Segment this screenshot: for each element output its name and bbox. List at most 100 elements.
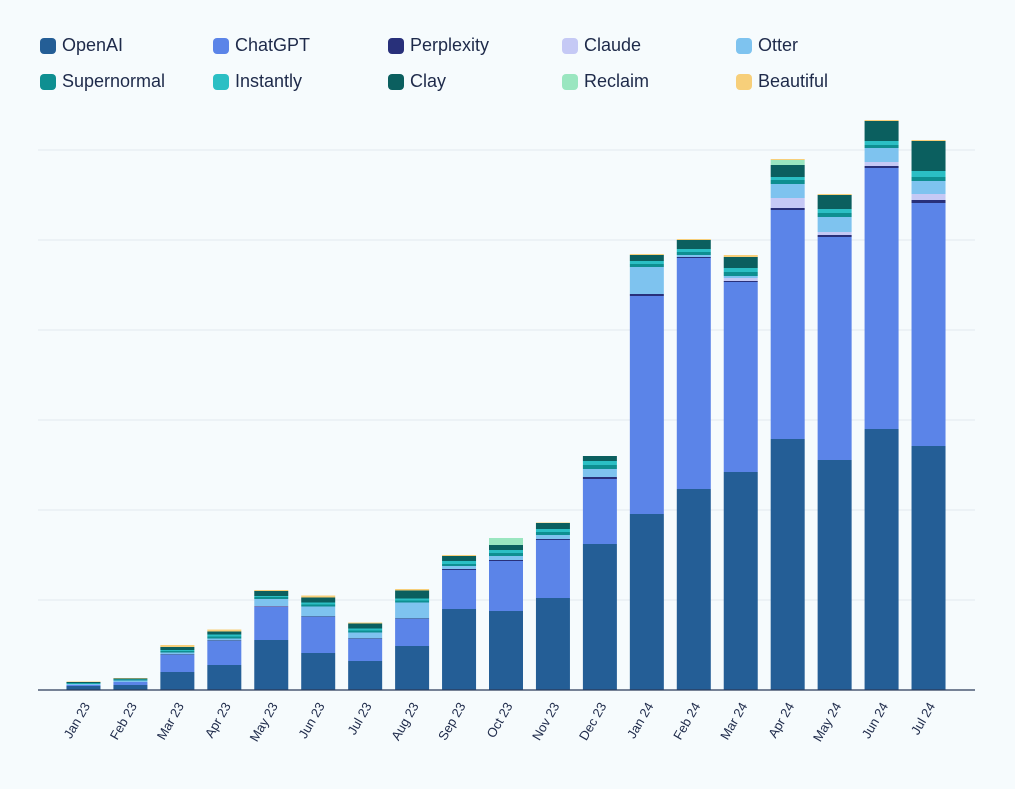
x-tick-label: Oct 23	[483, 700, 515, 741]
bar-segment	[817, 209, 852, 213]
legend-label: Clay	[410, 71, 446, 91]
bar-segment	[629, 254, 664, 255]
bar-segment	[582, 461, 617, 465]
bar-segment	[770, 439, 805, 690]
bar-segment	[676, 252, 711, 255]
bar-segment	[442, 556, 477, 561]
bar-segment	[864, 121, 899, 141]
x-tick-label: Jan 23	[61, 700, 94, 741]
x-tick-label: Sep 23	[435, 700, 469, 743]
bar-segment	[207, 636, 242, 639]
bar-segment	[817, 460, 852, 690]
legend-label: Beautiful	[758, 71, 828, 91]
x-tick-label: Aug 23	[388, 700, 422, 743]
bar-segment	[723, 281, 758, 282]
legend-label: Supernormal	[62, 71, 165, 91]
bar-segment	[66, 681, 101, 682]
x-tick-label: Nov 23	[529, 700, 563, 743]
x-tick-label: Mar 23	[154, 700, 187, 743]
bar-segment	[395, 589, 430, 591]
bar-segment	[535, 523, 570, 529]
legend-label: ChatGPT	[235, 35, 310, 55]
bar-segment	[348, 638, 383, 639]
bar-segment	[442, 609, 477, 690]
bar-segment	[864, 162, 899, 166]
bar-segment	[817, 217, 852, 232]
bar-segment	[301, 617, 336, 653]
bar-segment	[676, 239, 711, 240]
bar-segment	[676, 255, 711, 257]
bar-segment	[629, 294, 664, 296]
bar-segment	[207, 665, 242, 690]
bar-segment	[911, 446, 946, 690]
bar-segment	[582, 479, 617, 544]
bar-segment	[911, 200, 946, 203]
bar-segment	[629, 514, 664, 690]
bar-segment	[817, 194, 852, 195]
bar-segment	[489, 556, 523, 560]
bar-segment	[911, 140, 946, 141]
bar-segment	[66, 682, 101, 683]
bar-segment	[676, 240, 711, 249]
bar-segment	[395, 600, 430, 603]
bar-segment	[66, 686, 101, 690]
bar-segment	[254, 596, 289, 597]
bar-segment	[395, 646, 430, 690]
bar-segment	[817, 237, 852, 460]
bar-segment	[723, 272, 758, 276]
bar-segment	[160, 645, 195, 647]
bar-segment	[676, 257, 711, 258]
bar-segment	[207, 638, 242, 641]
bar-segment	[301, 616, 336, 617]
bar-segment	[817, 232, 852, 235]
bar-segment	[254, 640, 289, 690]
bar-segment	[301, 606, 336, 617]
x-tick-label: May 24	[810, 700, 844, 744]
bar-segment	[911, 177, 946, 181]
bar-segment	[770, 177, 805, 180]
legend-label: Claude	[584, 35, 641, 55]
bar-segment	[629, 255, 664, 261]
bar-segment	[301, 653, 336, 690]
bar-segment	[160, 672, 195, 690]
bar-segment	[442, 561, 477, 564]
bar-segment	[301, 595, 336, 598]
bar-segment	[723, 255, 758, 257]
x-tick-label: Jun 24	[859, 700, 892, 741]
bar-segment	[66, 683, 101, 684]
legend-swatch	[40, 38, 56, 54]
bar-segment	[864, 168, 899, 429]
bar-segment	[254, 597, 289, 599]
bar-segment	[254, 606, 289, 607]
bar-segment	[864, 429, 899, 690]
x-tick-label: Jun 23	[295, 700, 328, 741]
bar-segment	[535, 522, 570, 523]
legend-label: Reclaim	[584, 71, 649, 91]
x-tick-label: Apr 24	[765, 700, 797, 741]
legend-label: Otter	[758, 35, 798, 55]
bar-segment	[535, 532, 570, 535]
legend-swatch	[562, 38, 578, 54]
bar-segment	[113, 682, 148, 685]
bar-segment	[770, 198, 805, 208]
bar-segment	[535, 539, 570, 540]
bar-segment	[817, 235, 852, 237]
bar-segment	[113, 679, 148, 680]
bar-segment	[489, 538, 523, 545]
x-tick-label: Jul 23	[344, 700, 374, 738]
bar-segment	[911, 203, 946, 446]
bar-segment	[442, 566, 477, 569]
bar-segment	[442, 564, 477, 566]
x-tick-label: Mar 24	[717, 700, 750, 743]
bar-segment	[489, 611, 523, 690]
legend-swatch	[736, 38, 752, 54]
bar-segment	[301, 597, 336, 603]
bar-segment	[301, 604, 336, 607]
x-tick-label: Apr 23	[202, 700, 234, 741]
bar-segment	[911, 171, 946, 177]
bar-segment	[113, 678, 148, 679]
bar-segment	[489, 561, 523, 611]
bar-segment	[113, 680, 148, 682]
bar-segment	[254, 606, 289, 607]
